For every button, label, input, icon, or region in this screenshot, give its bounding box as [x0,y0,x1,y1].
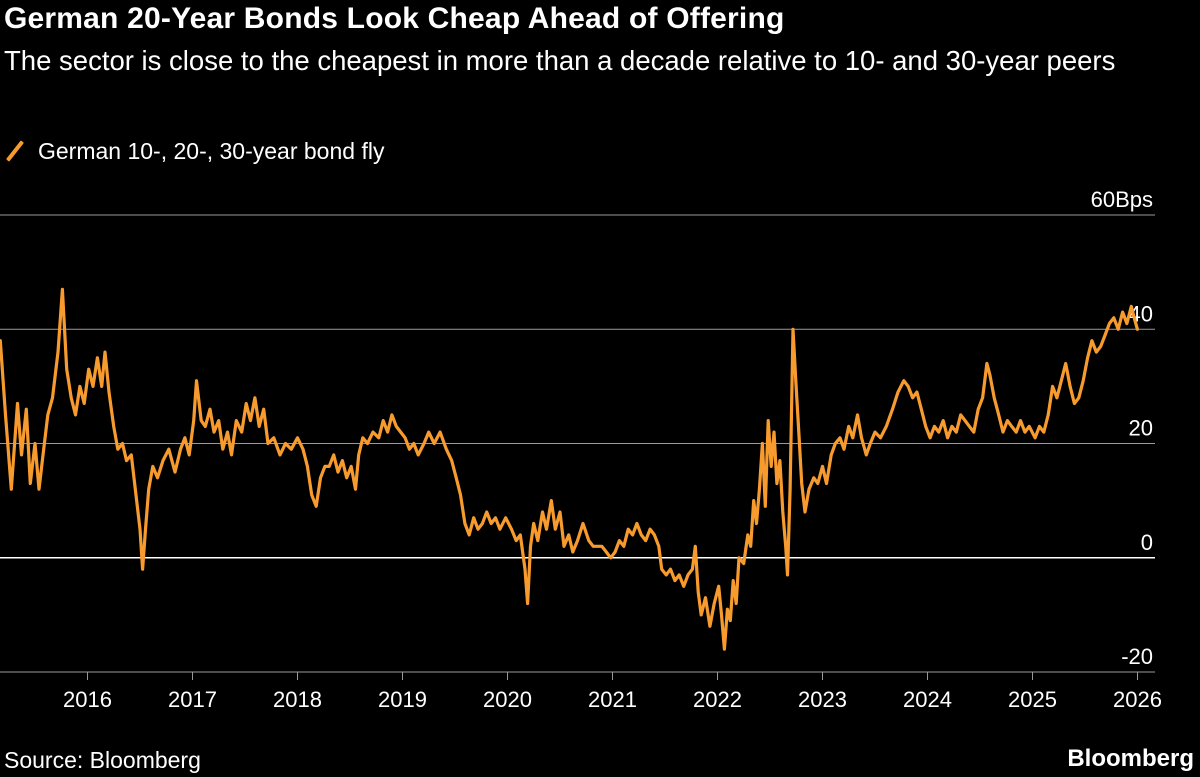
source-note: Source: Bloomberg [4,747,201,773]
x-tick-label: 2024 [903,687,952,712]
chart-title: German 20-Year Bonds Look Cheap Ahead of… [4,2,785,35]
series-line-0 [0,287,1139,651]
x-tick-label: 2026 [1113,687,1162,712]
x-tick-label: 2018 [273,687,322,712]
x-tick-label: 2019 [378,687,427,712]
x-tick-label: 2016 [63,687,112,712]
y-tick-label: -20 [1121,644,1153,669]
y-tick-label: 0 [1141,530,1153,555]
chart-subtitle: The sector is close to the cheapest in m… [4,45,1116,76]
x-tick-label: 2017 [168,687,217,712]
y-tick-label: 20 [1129,416,1153,441]
legend-label: German 10-, 20-, 30-year bond fly [38,137,385,164]
x-tick-label: 2021 [588,687,637,712]
x-tick-label: 2025 [1008,687,1057,712]
x-tick-label: 2022 [693,687,742,712]
x-tick-label: 2020 [483,687,532,712]
chart-legend: German 10-, 20-, 30-year bond fly [4,136,384,166]
x-tick-label: 2023 [798,687,847,712]
bloomberg-logo: Bloomberg [1067,745,1194,772]
y-tick-label: 60Bps [1091,187,1153,212]
